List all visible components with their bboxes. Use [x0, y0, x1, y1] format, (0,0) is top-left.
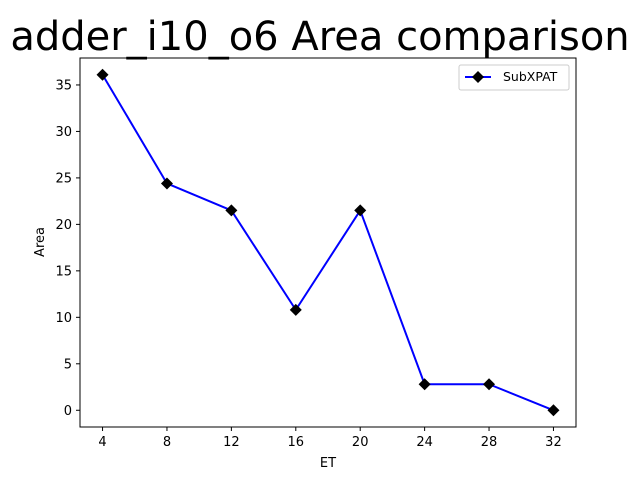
y-tick-label: 0	[64, 404, 72, 419]
y-tick-label: 5	[64, 357, 72, 372]
data-point-marker	[225, 204, 238, 217]
x-tick-label: 8	[163, 435, 171, 450]
x-tick-label: 4	[98, 435, 106, 450]
x-tick-label: 28	[481, 435, 498, 450]
y-tick-label: 30	[55, 125, 72, 140]
y-tick-label: 35	[55, 78, 72, 93]
data-point-marker	[418, 378, 431, 391]
data-point-marker	[96, 68, 109, 81]
data-point-marker	[547, 404, 560, 417]
y-axis: 0 5 10 15 20 25 30 35	[55, 78, 80, 419]
series-line	[101, 74, 554, 412]
plot-frame	[79, 57, 577, 428]
legend-marker-diamond-icon	[472, 71, 484, 83]
y-tick-label: 15	[55, 264, 72, 279]
data-point-marker	[160, 177, 173, 190]
x-tick-label: 32	[545, 435, 562, 450]
plot-area	[96, 68, 560, 417]
data-point-marker	[483, 378, 496, 391]
legend: SubXPAT	[458, 64, 570, 91]
x-axis-label: ET	[320, 456, 336, 471]
y-tick-label: 20	[55, 218, 72, 233]
x-axis: 4 8 12 16 20 24 28 32	[98, 427, 562, 450]
chart-title: adder_i10_o6 Area comparison	[10, 14, 629, 60]
x-tick-label: 12	[223, 435, 240, 450]
y-tick-label: 25	[55, 171, 72, 186]
y-axis-label: Area	[33, 227, 48, 257]
y-tick-label: 10	[55, 311, 72, 326]
data-point-marker	[354, 204, 367, 217]
x-tick-label: 24	[416, 435, 433, 450]
x-tick-label: 16	[288, 435, 305, 450]
x-tick-label: 20	[352, 435, 369, 450]
legend-entry-label: SubXPAT	[503, 69, 558, 84]
legend-box	[458, 64, 570, 91]
data-point-marker	[289, 303, 302, 316]
